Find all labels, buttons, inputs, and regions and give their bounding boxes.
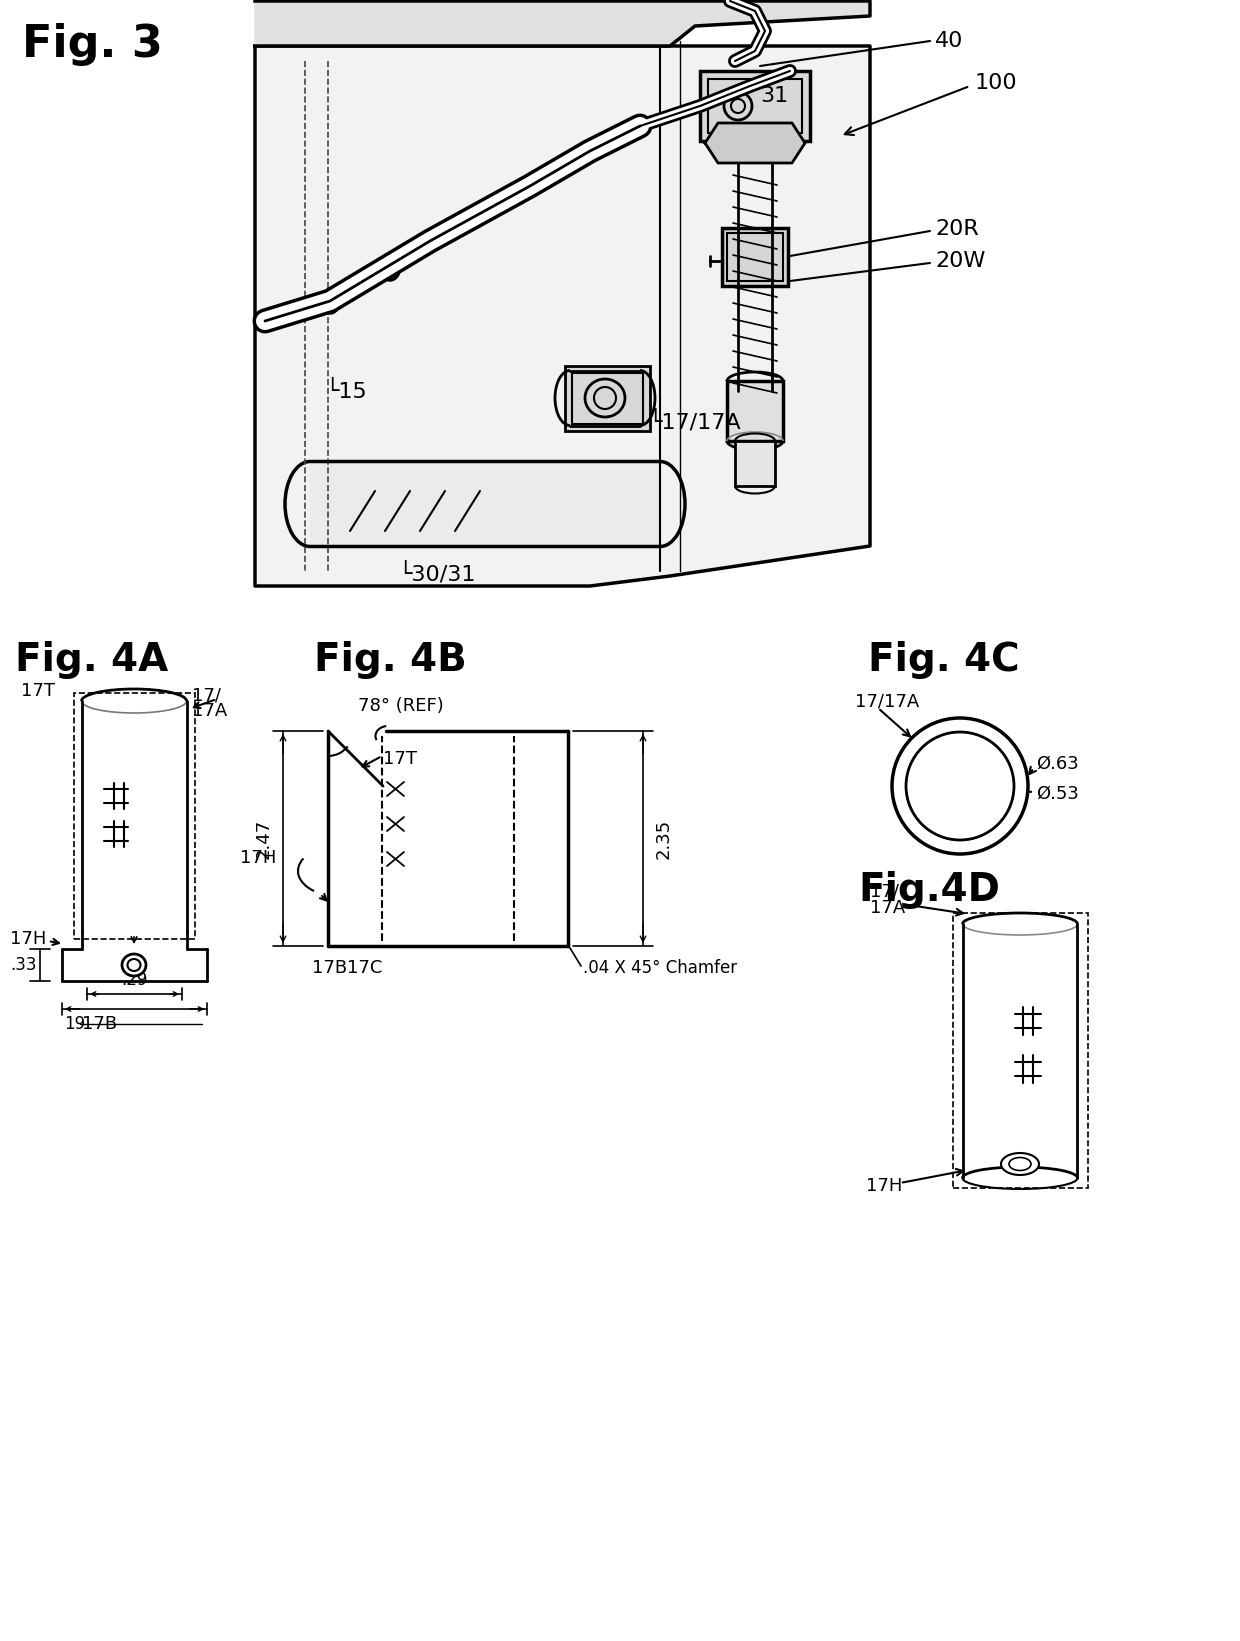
Text: 20W: 20W [935, 251, 986, 271]
Bar [727, 381, 782, 441]
Text: └30/31: └30/31 [398, 561, 475, 584]
Polygon shape [310, 461, 660, 546]
Text: Ø.63: Ø.63 [1035, 755, 1079, 773]
Text: 2.35: 2.35 [655, 819, 673, 860]
Text: .04 X 45° Chamfer: .04 X 45° Chamfer [583, 958, 737, 976]
Text: 17/17A: 17/17A [856, 693, 919, 711]
Text: .33: .33 [10, 957, 36, 975]
Text: 17T: 17T [383, 750, 417, 768]
Text: Fig. 3: Fig. 3 [22, 23, 162, 66]
Text: 17/: 17/ [870, 883, 899, 901]
Text: 17H: 17H [10, 930, 46, 948]
Text: 17T: 17T [21, 683, 55, 701]
Text: 17/: 17/ [192, 688, 221, 706]
Bar [735, 441, 775, 486]
Bar [74, 693, 195, 939]
Bar [701, 71, 810, 141]
Text: 78° (REF): 78° (REF) [358, 697, 444, 715]
Polygon shape [255, 2, 870, 46]
Bar [954, 912, 1087, 1188]
Bar [565, 366, 650, 432]
Circle shape [892, 719, 1028, 853]
Text: Fig. 4B: Fig. 4B [314, 642, 466, 679]
Text: 40: 40 [935, 31, 963, 51]
Text: 20R: 20R [935, 218, 978, 240]
Bar [727, 233, 782, 281]
Text: └17/17A: └17/17A [649, 410, 740, 432]
Text: Fig. 4C: Fig. 4C [868, 642, 1019, 679]
Bar [572, 373, 644, 423]
Text: 17A: 17A [192, 702, 227, 720]
Bar [708, 79, 802, 133]
Text: Fig. 4A: Fig. 4A [15, 642, 169, 679]
Text: └15: └15 [325, 381, 367, 402]
Text: 31: 31 [760, 85, 789, 107]
Polygon shape [255, 46, 870, 586]
Text: Fig.4D: Fig.4D [858, 871, 999, 909]
Ellipse shape [128, 958, 140, 971]
Text: 100: 100 [975, 72, 1018, 94]
Text: 19: 19 [64, 1016, 86, 1032]
Text: Ø.53: Ø.53 [1035, 784, 1079, 802]
Ellipse shape [122, 953, 146, 976]
Text: 17H: 17H [866, 1177, 903, 1195]
Text: 2.47: 2.47 [255, 819, 273, 860]
Text: 17B: 17B [312, 958, 347, 976]
Text: 17A: 17A [870, 899, 905, 917]
Polygon shape [706, 123, 805, 162]
Text: 17C: 17C [347, 958, 383, 976]
Ellipse shape [1009, 1157, 1030, 1170]
Text: 17B: 17B [82, 1016, 117, 1032]
Circle shape [906, 732, 1014, 840]
Text: .29: .29 [120, 971, 148, 990]
Text: 17H: 17H [239, 848, 277, 866]
Bar [722, 228, 787, 286]
Ellipse shape [1001, 1154, 1039, 1175]
